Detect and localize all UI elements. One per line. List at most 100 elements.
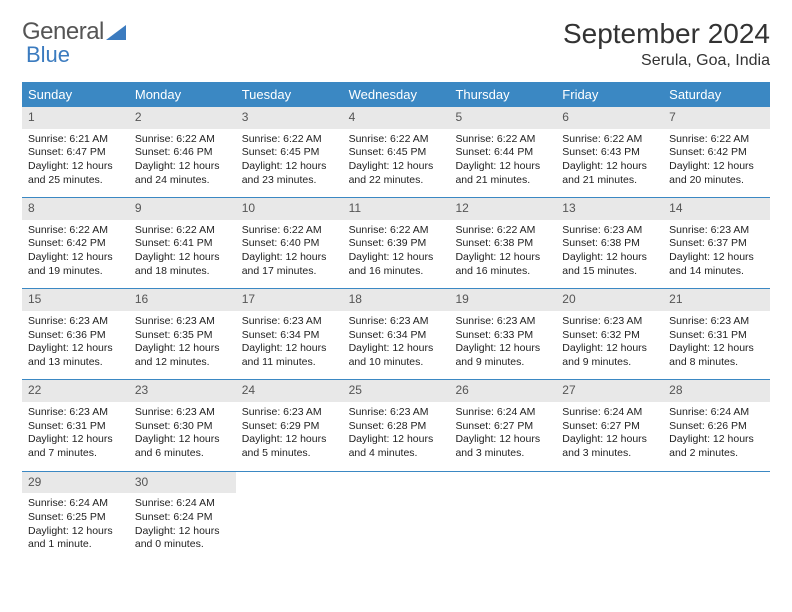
day-body-empty [236,493,343,533]
sunrise-line: Sunrise: 6:22 AM [349,133,444,147]
sunrise-line: Sunrise: 6:22 AM [242,133,337,147]
daylight-line: Daylight: 12 hours and 21 minutes. [562,160,657,187]
calendar-cell: 26Sunrise: 6:24 AMSunset: 6:27 PMDayligh… [449,380,556,470]
day-body: Sunrise: 6:22 AMSunset: 6:42 PMDaylight:… [22,220,129,289]
calendar-cell [236,472,343,562]
day-number-empty [663,472,770,494]
day-body: Sunrise: 6:23 AMSunset: 6:31 PMDaylight:… [663,311,770,380]
sunrise-line: Sunrise: 6:23 AM [349,315,444,329]
daylight-line: Daylight: 12 hours and 9 minutes. [455,342,550,369]
day-body: Sunrise: 6:22 AMSunset: 6:44 PMDaylight:… [449,129,556,198]
calendar-cell: 11Sunrise: 6:22 AMSunset: 6:39 PMDayligh… [343,198,450,288]
sunset-line: Sunset: 6:37 PM [669,237,764,251]
day-number: 10 [236,198,343,220]
daylight-line: Daylight: 12 hours and 17 minutes. [242,251,337,278]
sunrise-line: Sunrise: 6:22 AM [349,224,444,238]
calendar-cell: 10Sunrise: 6:22 AMSunset: 6:40 PMDayligh… [236,198,343,288]
sunset-line: Sunset: 6:42 PM [669,146,764,160]
day-number: 28 [663,380,770,402]
sunset-line: Sunset: 6:31 PM [28,420,123,434]
day-body: Sunrise: 6:23 AMSunset: 6:31 PMDaylight:… [22,402,129,471]
calendar-cell: 24Sunrise: 6:23 AMSunset: 6:29 PMDayligh… [236,380,343,470]
day-body: Sunrise: 6:22 AMSunset: 6:45 PMDaylight:… [343,129,450,198]
daylight-line: Daylight: 12 hours and 22 minutes. [349,160,444,187]
daylight-line: Daylight: 12 hours and 8 minutes. [669,342,764,369]
sunset-line: Sunset: 6:40 PM [242,237,337,251]
day-body: Sunrise: 6:24 AMSunset: 6:24 PMDaylight:… [129,493,236,562]
daylight-line: Daylight: 12 hours and 3 minutes. [562,433,657,460]
sunset-line: Sunset: 6:24 PM [135,511,230,525]
calendar-week: 29Sunrise: 6:24 AMSunset: 6:25 PMDayligh… [22,472,770,562]
sunrise-line: Sunrise: 6:23 AM [562,224,657,238]
day-number: 17 [236,289,343,311]
day-number: 27 [556,380,663,402]
day-body: Sunrise: 6:24 AMSunset: 6:27 PMDaylight:… [449,402,556,471]
day-body: Sunrise: 6:23 AMSunset: 6:33 PMDaylight:… [449,311,556,380]
calendar-cell: 25Sunrise: 6:23 AMSunset: 6:28 PMDayligh… [343,380,450,470]
day-body: Sunrise: 6:22 AMSunset: 6:42 PMDaylight:… [663,129,770,198]
weekday-header: Wednesday [343,82,450,107]
sunrise-line: Sunrise: 6:22 AM [562,133,657,147]
day-number: 24 [236,380,343,402]
calendar-cell: 20Sunrise: 6:23 AMSunset: 6:32 PMDayligh… [556,289,663,379]
sunrise-line: Sunrise: 6:22 AM [135,133,230,147]
calendar-cell: 12Sunrise: 6:22 AMSunset: 6:38 PMDayligh… [449,198,556,288]
day-number: 14 [663,198,770,220]
day-number: 15 [22,289,129,311]
day-number: 4 [343,107,450,129]
sunset-line: Sunset: 6:34 PM [242,329,337,343]
sunset-line: Sunset: 6:30 PM [135,420,230,434]
sunset-line: Sunset: 6:41 PM [135,237,230,251]
calendar: SundayMondayTuesdayWednesdayThursdayFrid… [22,82,770,562]
sunrise-line: Sunrise: 6:23 AM [242,315,337,329]
header: General September 2024 Serula, Goa, Indi… [22,18,770,70]
daylight-line: Daylight: 12 hours and 21 minutes. [455,160,550,187]
sunrise-line: Sunrise: 6:23 AM [669,315,764,329]
calendar-cell: 19Sunrise: 6:23 AMSunset: 6:33 PMDayligh… [449,289,556,379]
sunrise-line: Sunrise: 6:22 AM [28,224,123,238]
daylight-line: Daylight: 12 hours and 18 minutes. [135,251,230,278]
day-body: Sunrise: 6:22 AMSunset: 6:39 PMDaylight:… [343,220,450,289]
sunset-line: Sunset: 6:38 PM [455,237,550,251]
calendar-cell: 21Sunrise: 6:23 AMSunset: 6:31 PMDayligh… [663,289,770,379]
calendar-cell: 27Sunrise: 6:24 AMSunset: 6:27 PMDayligh… [556,380,663,470]
day-number: 7 [663,107,770,129]
sunrise-line: Sunrise: 6:22 AM [455,224,550,238]
day-number: 1 [22,107,129,129]
sunrise-line: Sunrise: 6:21 AM [28,133,123,147]
day-body: Sunrise: 6:23 AMSunset: 6:32 PMDaylight:… [556,311,663,380]
sunset-line: Sunset: 6:42 PM [28,237,123,251]
day-number: 13 [556,198,663,220]
day-body-empty [663,493,770,533]
sunrise-line: Sunrise: 6:23 AM [242,406,337,420]
daylight-line: Daylight: 12 hours and 3 minutes. [455,433,550,460]
weekday-header: Saturday [663,82,770,107]
location: Serula, Goa, India [563,52,770,70]
calendar-cell: 6Sunrise: 6:22 AMSunset: 6:43 PMDaylight… [556,107,663,197]
day-body: Sunrise: 6:24 AMSunset: 6:25 PMDaylight:… [22,493,129,562]
sunset-line: Sunset: 6:34 PM [349,329,444,343]
day-body-empty [449,493,556,533]
sunset-line: Sunset: 6:35 PM [135,329,230,343]
sunset-line: Sunset: 6:29 PM [242,420,337,434]
daylight-line: Daylight: 12 hours and 12 minutes. [135,342,230,369]
day-number-empty [236,472,343,494]
day-number: 26 [449,380,556,402]
daylight-line: Daylight: 12 hours and 15 minutes. [562,251,657,278]
weekday-header-row: SundayMondayTuesdayWednesdayThursdayFrid… [22,82,770,107]
day-body: Sunrise: 6:23 AMSunset: 6:29 PMDaylight:… [236,402,343,471]
calendar-cell: 7Sunrise: 6:22 AMSunset: 6:42 PMDaylight… [663,107,770,197]
day-body-empty [556,493,663,533]
sunset-line: Sunset: 6:38 PM [562,237,657,251]
day-number: 20 [556,289,663,311]
daylight-line: Daylight: 12 hours and 10 minutes. [349,342,444,369]
day-number: 3 [236,107,343,129]
sunrise-line: Sunrise: 6:23 AM [28,315,123,329]
day-number: 30 [129,472,236,494]
daylight-line: Daylight: 12 hours and 9 minutes. [562,342,657,369]
day-body-empty [343,493,450,533]
day-number: 16 [129,289,236,311]
day-body: Sunrise: 6:23 AMSunset: 6:36 PMDaylight:… [22,311,129,380]
day-number: 11 [343,198,450,220]
calendar-cell: 22Sunrise: 6:23 AMSunset: 6:31 PMDayligh… [22,380,129,470]
